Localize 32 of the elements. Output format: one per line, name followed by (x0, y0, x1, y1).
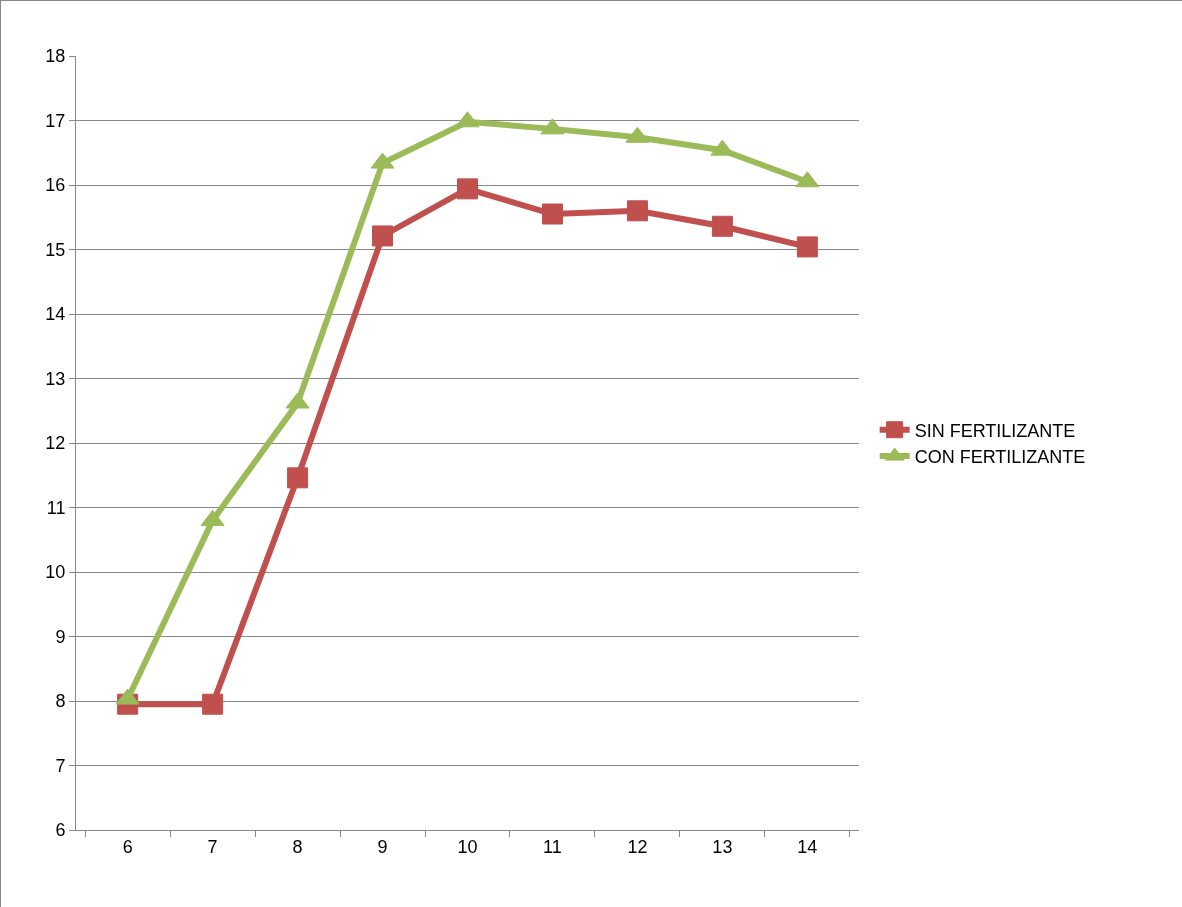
x-tick-label: 7 (207, 836, 218, 857)
y-tick-label: 16 (45, 175, 66, 196)
y-tick-label: 10 (45, 562, 66, 583)
point (626, 200, 648, 222)
legend-label: SIN FERTILIZANTE (914, 420, 1076, 441)
point (711, 215, 733, 237)
y-tick-label: 15 (45, 239, 66, 260)
point (457, 178, 478, 200)
y-tick-label: 6 (55, 820, 66, 841)
x-tick-label: 8 (292, 836, 303, 857)
point (287, 467, 309, 489)
x-tick-label: 6 (122, 836, 133, 857)
y-tick-label: 18 (45, 46, 66, 67)
point (796, 236, 818, 258)
y-tick-label: 9 (55, 626, 66, 647)
y-tick-label: 8 (55, 691, 66, 712)
x-tick-label: 13 (712, 836, 733, 857)
legend-label: CON FERTILIZANTE (914, 447, 1086, 468)
y-tick-label: 17 (45, 110, 66, 131)
x-tick-label: 10 (457, 836, 478, 857)
y-tick-label: 12 (45, 433, 66, 454)
point (202, 693, 224, 715)
y-tick-label: 7 (55, 755, 66, 776)
point (541, 203, 563, 225)
y-tick-label: 11 (46, 497, 66, 518)
point (372, 225, 394, 247)
x-tick-label: 12 (627, 836, 648, 857)
y-tick-label: 13 (45, 368, 66, 389)
x-tick-label: 11 (543, 836, 562, 857)
x-tick-label: 14 (797, 836, 818, 857)
y-tick-label: 14 (45, 304, 66, 325)
x-tick-label: 9 (377, 836, 388, 857)
